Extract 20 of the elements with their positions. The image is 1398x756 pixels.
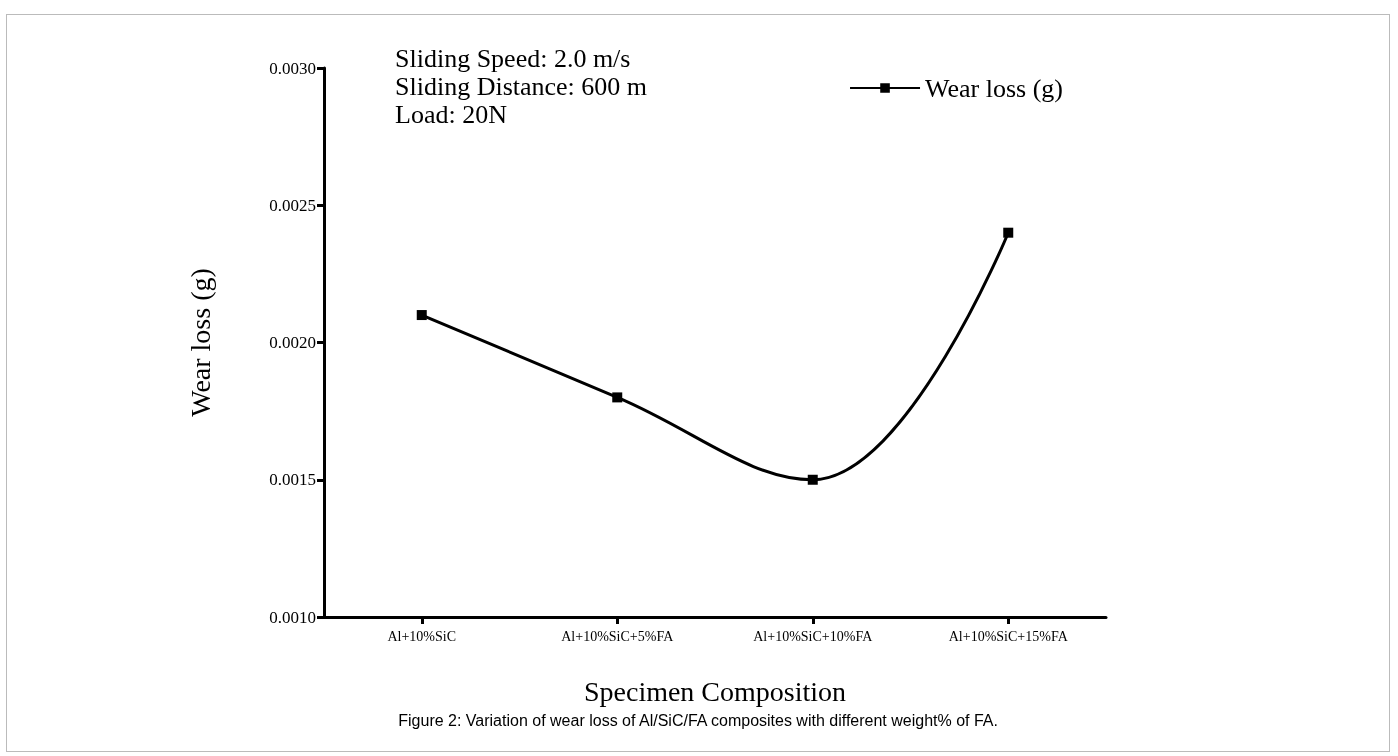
point — [612, 392, 623, 403]
point — [416, 310, 427, 321]
y-tick-label: 0.0025 — [269, 195, 316, 215]
x-tick-label: Al+10%SiC — [387, 628, 457, 644]
caption: Figure 2: Variation of wear loss of Al/SiC/FA composites with different weight% of FA. — [398, 711, 998, 729]
y-tick-label: 0.0030 — [269, 58, 316, 78]
annotation: Sliding Speed: 2.0 m/s — [395, 43, 631, 73]
annotation: Sliding Distance: 600 m — [395, 71, 648, 101]
point — [1003, 227, 1014, 238]
y-tick-label: 0.0010 — [269, 607, 316, 627]
annotation: Load: 20N — [395, 99, 508, 129]
x-axis-title: Specimen Composition — [583, 675, 847, 707]
y-tick-label: 0.0015 — [269, 470, 316, 490]
point — [807, 474, 818, 485]
x-tick-label: Al+10%SiC+5%FA — [561, 628, 675, 644]
y-axis-title: Wear loss (g) — [184, 268, 216, 417]
x-tick-label: Al+10%SiC+15%FA — [948, 628, 1069, 644]
legend-label: Wear loss (g) — [925, 73, 1064, 103]
y-tick-label: 0.0020 — [269, 333, 316, 352]
x-tick-label: Al+10%SiC+10%FA — [753, 628, 874, 644]
